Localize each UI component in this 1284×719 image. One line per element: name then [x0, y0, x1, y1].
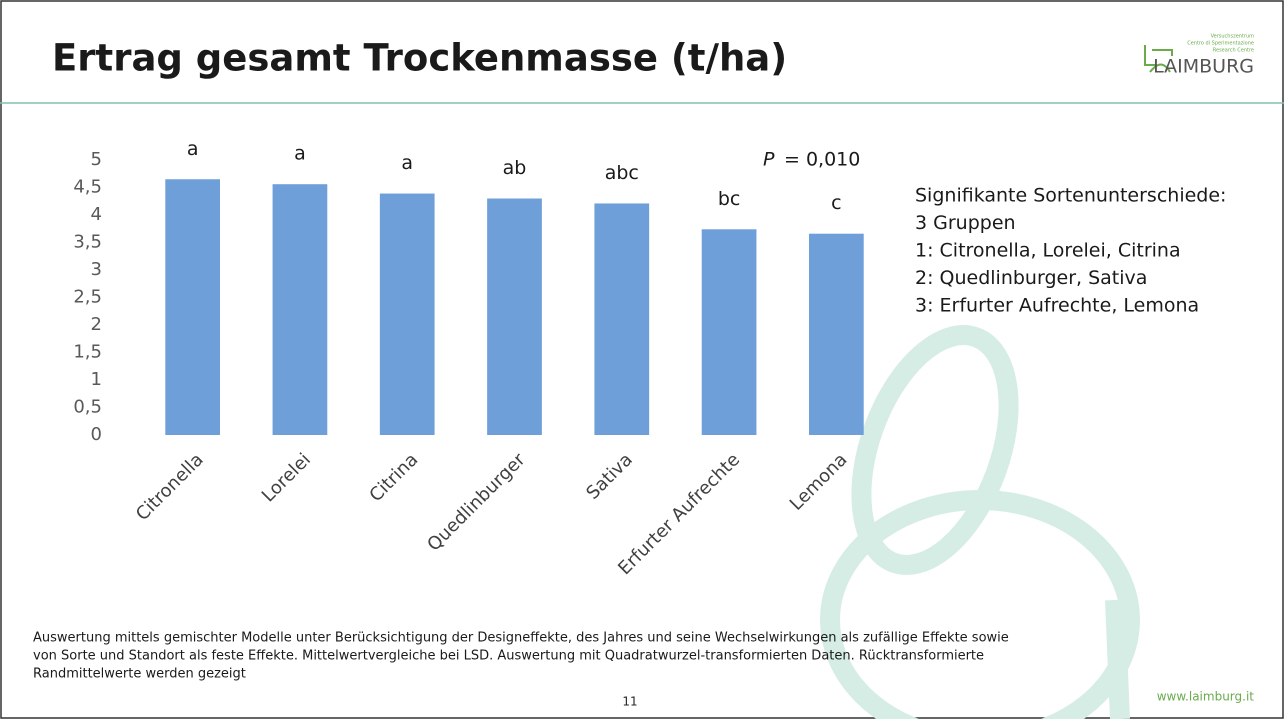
leaf — [820, 490, 1140, 719]
group-letter: ab — [503, 157, 527, 179]
p-value: = 0,010 — [784, 149, 860, 171]
side-line: 3 Gruppen — [915, 212, 1016, 234]
y-tick-label: 4,5 — [73, 177, 102, 198]
y-tick-label: 1 — [91, 369, 102, 390]
y-tick-label: 4 — [91, 204, 102, 225]
bar — [487, 198, 542, 435]
decoration — [820, 325, 1140, 719]
note-line: von Sorte und Standort als feste Effekte… — [33, 649, 984, 664]
bar — [594, 203, 650, 435]
y-tick-label: 3 — [91, 259, 102, 280]
y-tick-label: 1,5 — [73, 342, 102, 363]
y-tick-label: 0,5 — [73, 397, 102, 418]
logo-line: Research Centre — [1213, 48, 1254, 54]
side-line: 3: Erfurter Aufrechte, Lemona — [915, 295, 1199, 317]
logo-icon — [1144, 45, 1173, 73]
side-line: 1: Citronella, Lorelei, Citrina — [915, 240, 1181, 262]
side-line: 2: Quedlinburger, Sativa — [915, 267, 1147, 289]
side-text: Signifikante Sortenunterschiede: 3 Gruppe… — [915, 185, 1226, 317]
side-line: Signifikante Sortenunterschiede: — [915, 185, 1226, 207]
stem — [1105, 599, 1130, 719]
bar — [379, 193, 435, 435]
bar — [808, 233, 864, 435]
y-tick-label: 3,5 — [73, 232, 102, 253]
group-letter: a — [187, 138, 199, 160]
leaf — [851, 325, 1019, 575]
logo-name: LAIMBURG — [1153, 56, 1254, 78]
group-letter: bc — [718, 188, 741, 210]
logo-line: Versuchszentrum — [1211, 34, 1255, 40]
bar — [701, 229, 757, 435]
note-line: Auswertung mittels gemischter Modelle un… — [33, 631, 1009, 646]
p-symbol: P — [763, 149, 775, 171]
group-letter: a — [294, 143, 306, 165]
url: www.laimburg.it — [1157, 690, 1255, 704]
y-tick-label: 2,5 — [73, 287, 102, 308]
logo: Versuchszentrum Centro di Sperimentazion… — [1144, 34, 1255, 78]
bar — [165, 179, 221, 435]
footnote: Auswertung mittels gemischter Modelle un… — [33, 631, 1009, 682]
y-tick-label: 2 — [91, 314, 102, 335]
group-letter: c — [831, 192, 841, 214]
page-number: 11 — [622, 695, 637, 709]
y-tick-label: 5 — [91, 149, 102, 170]
bar — [272, 184, 328, 435]
logo-line: Centro di Sperimentazione — [1187, 41, 1254, 47]
group-letter: a — [401, 152, 413, 174]
note-line: Randmittelwerte werden gezeigt — [33, 667, 246, 682]
y-tick-label: 0 — [91, 424, 102, 445]
group-letter: abc — [605, 162, 639, 184]
title: Ertrag gesamt Trockenmasse (t/ha) — [52, 37, 787, 80]
